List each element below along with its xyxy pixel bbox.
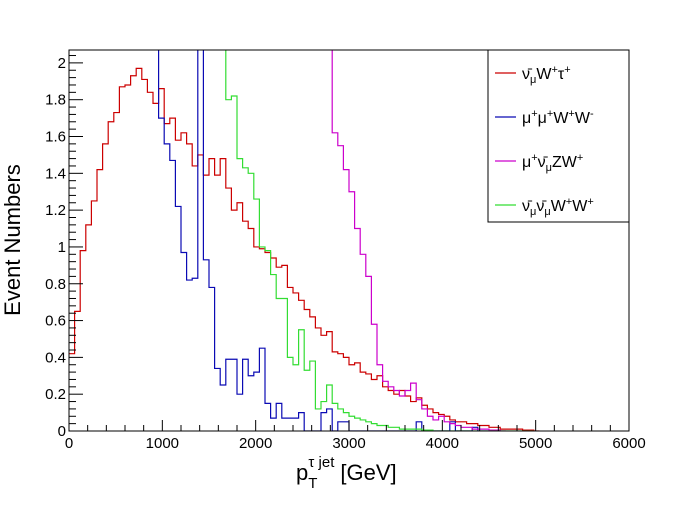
x-axis-title-unit: [GeV]	[340, 460, 396, 485]
series-0-histogram	[69, 67, 540, 431]
y-tick-label: 1.8	[45, 92, 66, 109]
x-tick-label: 3000	[332, 435, 365, 452]
x-axis-title-main: p	[296, 460, 308, 485]
y-tick-label: 0.8	[45, 276, 66, 293]
series-2-histogram	[331, 50, 506, 431]
x-tick-label: 4000	[426, 435, 459, 452]
x-tick-label: 2000	[239, 435, 272, 452]
y-tick-label: 0	[58, 423, 66, 440]
legend-label: ν̄μν̄μW+W+	[522, 196, 594, 218]
y-tick-label: 1.6	[45, 129, 66, 146]
x-axis-title: pTτ jet [GeV]	[296, 454, 397, 492]
y-axis-title: Event Numbers	[0, 164, 25, 316]
legend-box	[487, 49, 630, 223]
legend-label: ν̄μW+τ+	[522, 64, 571, 86]
series-3-histogram	[225, 50, 534, 431]
x-tick-label: 0	[65, 435, 73, 452]
x-axis-title-sup: τ jet	[308, 454, 335, 471]
y-tick-label: 0.2	[45, 386, 66, 403]
legend: ν̄μW+τ+ μ+μ+W+W-μ+ν̄μZW+ ν̄μν̄μW+W+	[487, 49, 630, 223]
y-tick-label: 1.2	[45, 202, 66, 219]
y-tick-label: 1	[58, 239, 66, 256]
x-tick-label: 1000	[146, 435, 179, 452]
series-1-histogram	[158, 50, 489, 431]
series-layer	[69, 50, 540, 431]
legend-label: μ+ν̄μZW+	[522, 152, 583, 174]
x-tick-label: 6000	[612, 435, 645, 452]
x-tick-label: 5000	[519, 435, 552, 452]
y-tick-label: 0.4	[45, 349, 66, 366]
x-axis-title-sub: T	[308, 475, 317, 492]
y-tick-label: 1.4	[45, 165, 66, 182]
y-tick-label: 2	[58, 55, 66, 72]
x-axis: 0 1000 2000 3000 4000 5000 6000	[65, 420, 646, 452]
legend-label: μ+μ+W+W-	[522, 108, 594, 127]
y-axis: 0 0.2 0.4 0.6 0.8 1 1.2 1.4 1.6 1.8 2	[45, 55, 83, 440]
y-tick-label: 0.6	[45, 313, 66, 330]
